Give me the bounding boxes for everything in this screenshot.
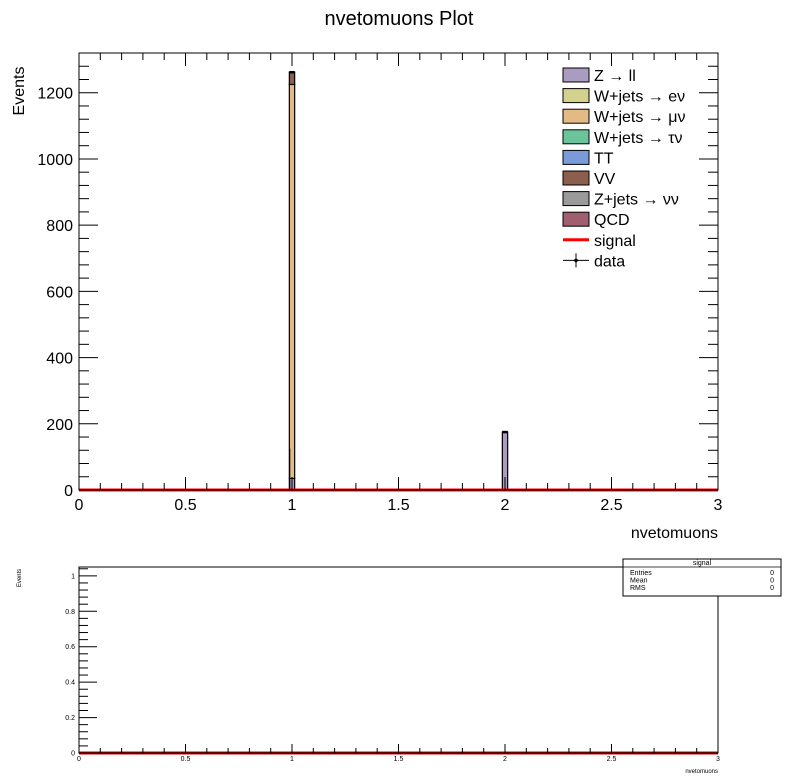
legend-signal-label: signal: [594, 233, 636, 250]
bar-bin0-series5: [288, 71, 296, 86]
legend-label-7: QCD: [594, 212, 630, 229]
lower-y-tick-label: 1: [71, 573, 75, 580]
lower-y-tick-label: 0.4: [65, 680, 75, 687]
y-axis-ticks: 0 200 400 600 800 1000 1200: [37, 52, 718, 500]
lower-x-tick-label: 2.5: [607, 756, 617, 763]
x-tick-label: 1: [288, 497, 297, 514]
y-tick-label: 1200: [37, 86, 73, 103]
stats-row-label: Mean: [630, 578, 648, 585]
main-plot-panel: nvetomuons Plot Events nvetomuons 0 200 40…: [11, 8, 723, 542]
legend-swatch-6: [562, 191, 590, 207]
x-tick-label: 0: [75, 497, 84, 514]
x-tick-label: 1.5: [387, 497, 409, 514]
lower-y-axis-label: Events: [17, 569, 23, 587]
x-tick-label: 0.5: [174, 497, 196, 514]
stats-box-rows: Entries 0 Mean 0 RMS 0: [630, 570, 774, 592]
x-tick-label: 2: [501, 497, 510, 514]
legend-swatch-3: [562, 129, 590, 145]
legend-swatch-5: [562, 170, 590, 186]
stats-box: signal Entries 0 Mean 0 RMS 0: [622, 558, 782, 597]
bar-bin0-series2: [288, 83, 296, 480]
lower-y-tick-label: 0.6: [65, 644, 75, 651]
lower-x-tick-label: 0: [77, 756, 81, 763]
legend-data-label: data: [594, 253, 625, 270]
legend-label-1: W+jets → eν: [594, 89, 685, 106]
y-tick-label: 400: [46, 351, 73, 368]
lower-plot-panel: Events nvetomuons 0 0.2 0.4 0.6 0.8 1 0 0.5 1 1.…: [17, 558, 782, 775]
lower-x-tick-label: 0.5: [181, 756, 191, 763]
plot-title: nvetomuons Plot: [325, 8, 474, 30]
x-tick-label: 3: [714, 497, 723, 514]
lower-x-tick-label: 1: [290, 756, 294, 763]
y-tick-label: 200: [46, 417, 73, 434]
x-axis-label: nvetomuons: [631, 525, 718, 542]
legend-label-3: W+jets → τν: [594, 130, 683, 147]
stats-box-frame: [622, 558, 782, 597]
legend-swatch-1: [562, 88, 590, 104]
lower-x-tick-label: 2: [503, 756, 507, 763]
legend-label-5: VV: [594, 171, 616, 188]
legend-label-2: W+jets → μν: [594, 109, 685, 126]
y-tick-label: 0: [64, 483, 73, 500]
legend-data-marker: [574, 258, 578, 263]
legend-label-0: Z → ll: [594, 68, 636, 85]
legend-label-4: TT: [594, 150, 614, 167]
y-tick-label: 600: [46, 284, 73, 301]
y-axis-label: Events: [11, 67, 28, 116]
x-tick-label: 2.5: [600, 497, 622, 514]
lower-x-tick-label: 3: [716, 756, 720, 763]
legend-label-6: Z+jets → νν: [594, 192, 679, 209]
stats-row-value: 0: [770, 585, 774, 592]
legend-swatch-7: [562, 211, 590, 227]
x-axis-ticks: 0 0.5 1 1.5 2 2.5 3: [75, 53, 723, 514]
y-tick-label: 1000: [37, 152, 73, 169]
lower-y-tick-label: 0.8: [65, 609, 75, 616]
legend-swatch-2: [562, 108, 590, 124]
stats-row-value: 0: [770, 570, 774, 577]
legend: Z → ll W+jets → eν W+jets → μν W+jets → τν T…: [562, 67, 685, 270]
lower-x-axis-label: nvetomuons: [685, 769, 718, 775]
lower-y-tick-label: 0.2: [65, 715, 75, 722]
stats-row-label: RMS: [630, 585, 646, 592]
lower-y-axis-ticks: 0 0.2 0.4 0.6 0.8 1: [65, 568, 97, 758]
legend-swatch-4: [562, 149, 590, 165]
stats-row-value: 0: [770, 578, 774, 585]
stats-box-title: signal: [693, 560, 712, 567]
lower-x-tick-label: 1.5: [394, 756, 404, 763]
legend-swatch-0: [562, 67, 590, 83]
lower-y-tick-label: 0: [71, 751, 75, 758]
lower-x-axis-ticks: 0 0.5 1 1.5 2 2.5 3: [77, 744, 720, 763]
y-tick-label: 800: [46, 218, 73, 235]
stats-row-label: Entries: [630, 570, 652, 577]
